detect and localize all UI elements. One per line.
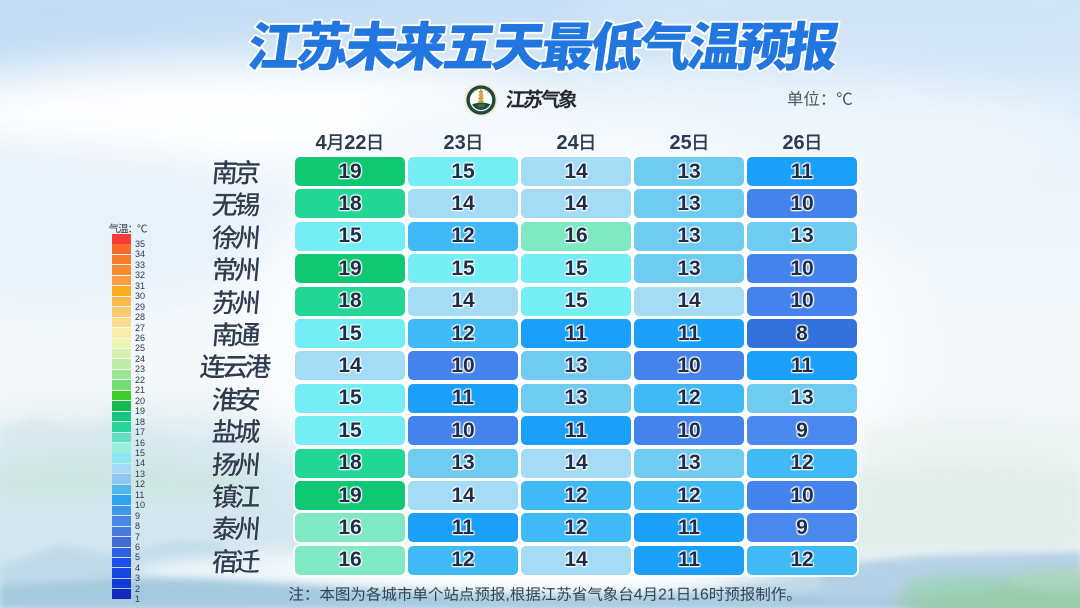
svg-text:4: 4 [633,586,642,603]
svg-text:25: 25 [669,132,691,154]
svg-text:16: 16 [691,586,709,603]
svg-text:26: 26 [782,132,804,154]
svg-text:4: 4 [316,132,327,154]
svg-text:22: 22 [344,132,366,154]
svg-text:24: 24 [556,132,578,154]
svg-text:,: , [505,586,509,603]
svg-text:23: 23 [443,132,465,154]
svg-text:21: 21 [658,586,676,603]
